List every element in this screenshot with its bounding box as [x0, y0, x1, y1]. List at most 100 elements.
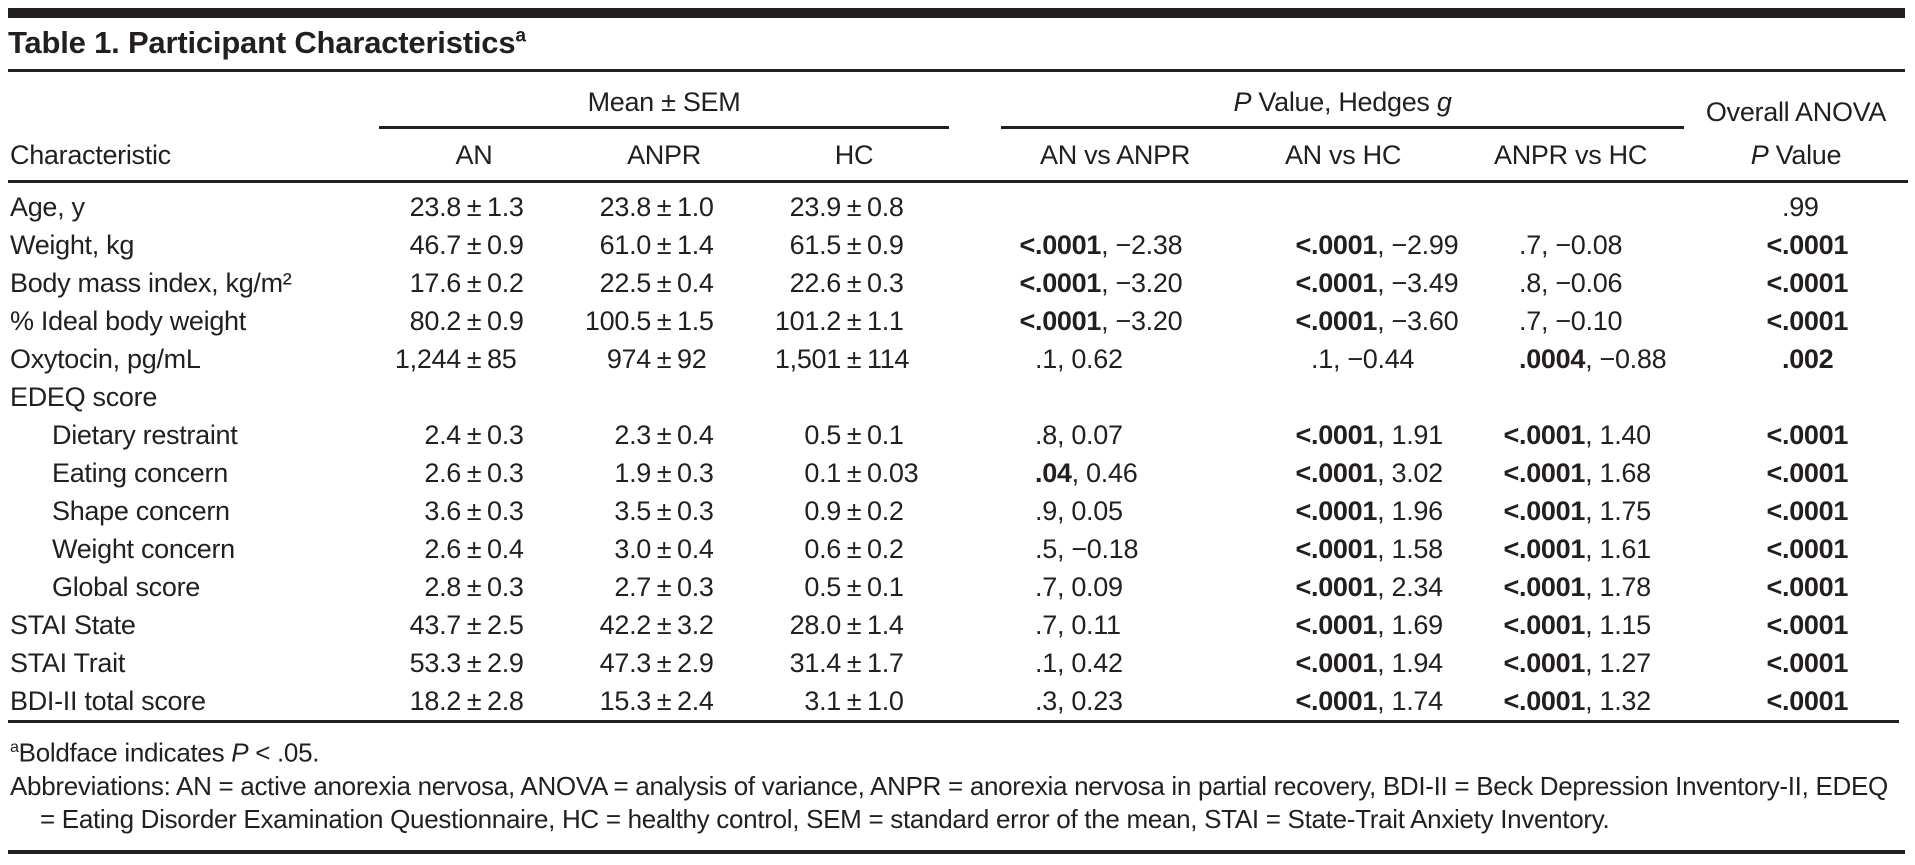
table-row: Weight, kg 46.7 ±0.9 61.0 ±1.4 61.5 ±0.9 < .0001…: [8, 226, 1908, 264]
gap-cell: [949, 302, 1001, 340]
cmp-cell-an-vs-anpr: .1, 0.62: [1035, 343, 1123, 374]
cmp-cell-an-vs-hc: < .0001, −3.49: [1295, 267, 1459, 298]
row-label: Weight, kg: [10, 229, 135, 260]
anova-p-cell: < .0001: [1766, 495, 1849, 526]
mean-cell-hc: 61.5 ±0.9: [789, 229, 904, 260]
cmp-cell-anpr-vs-hc: < .0001, 1.40: [1503, 419, 1652, 450]
anova-p-cell: [1684, 378, 1908, 416]
cmp-cell-an-vs-hc: < .0001, 1.69: [1295, 609, 1444, 640]
header-gap-2: [949, 127, 1002, 183]
mean-cell-hc: 22.6 ±0.3: [789, 267, 904, 298]
col-header-hc: HC: [759, 127, 950, 183]
mean-cell-anpr: 61.0 ±1.4: [599, 229, 714, 260]
mean-cell-an: 3.6 ±0.3: [424, 495, 524, 526]
cmp-cell-an-vs-anpr: < .0001, −3.20: [1019, 267, 1183, 298]
page-title: Table 1. Participant Characteristicsa: [8, 25, 1905, 61]
header-gap: [949, 74, 1001, 128]
gap-cell: [949, 530, 1001, 568]
cmp-cell-an-vs-anpr: < .0001, −2.38: [1019, 229, 1183, 260]
cmp-cell-anpr-vs-hc: < .0001, 1.32: [1503, 685, 1652, 716]
cmp-cell-an-vs-hc: < .0001, −3.60: [1295, 305, 1459, 336]
cmp-cell-an-vs-anpr: < .0001, −3.20: [1019, 305, 1183, 336]
group-header-pvalue-hedges: P Value, Hedges g: [1001, 74, 1685, 129]
participant-characteristics-table: Mean ± SEM P Value, Hedges g Overall ANOVA…: [8, 74, 1909, 720]
cmp-cell-an-vs-anpr: .3, 0.23: [1035, 685, 1123, 716]
top-rule: [8, 8, 1905, 18]
cmp-cell-an-vs-anpr: [1001, 182, 1229, 227]
gap-cell: [949, 644, 1001, 682]
mean-cell-anpr: 47.3 ±2.9: [599, 647, 714, 678]
col-header-overall-anova-line1: Overall ANOVA: [1705, 96, 1887, 127]
gap-cell: [949, 492, 1001, 530]
gap-cell: [949, 606, 1001, 644]
mean-cell-anpr: 974 ±92: [606, 343, 707, 374]
gap-cell: [949, 454, 1001, 492]
mean-cell-an: 18.2 ±2.8: [409, 685, 524, 716]
mean-cell-an: 43.7 ±2.5: [409, 609, 524, 640]
table-row: Oxytocin, pg/mL 1,244 ±85 974 ±92 1,501 ±114 .1…: [8, 340, 1908, 378]
header-row-columns: Characteristic AN ANPR HC AN vs ANPR AN vs HC…: [8, 127, 1909, 183]
gap-cell: [949, 226, 1001, 264]
col-header-an-vs-anpr: AN vs ANPR: [1001, 127, 1230, 183]
row-label: Global score: [52, 571, 200, 602]
mean-cell-anpr: 100.5 ±1.5: [584, 305, 714, 336]
table-row: % Ideal body weight 80.2 ±0.9 100.5 ±1.5 101.…: [8, 302, 1908, 340]
mean-cell-an: [379, 378, 569, 416]
mean-cell-hc: 1,501 ±114: [774, 343, 910, 374]
mean-cell-anpr: 15.3 ±2.4: [599, 685, 714, 716]
mean-cell-anpr: 42.2 ±3.2: [599, 609, 714, 640]
mean-cell-anpr: [569, 378, 759, 416]
cmp-cell-anpr-vs-hc: .7, −0.10: [1519, 305, 1623, 336]
title-footnote-marker: a: [515, 25, 526, 47]
gap-cell: [949, 568, 1001, 606]
mean-cell-an: 53.3 ±2.9: [409, 647, 524, 678]
mean-cell-an: 2.4 ±0.3: [424, 419, 524, 450]
table-row: Shape concern 3.6 ±0.3 3.5 ±0.3 0.9 ±0.2 .9, 0.…: [8, 492, 1908, 530]
anova-p-cell: < .0001: [1766, 229, 1849, 260]
cmp-cell-anpr-vs-hc: < .0001, 1.61: [1503, 533, 1652, 564]
mean-cell-hc: 31.4 ±1.7: [789, 647, 904, 678]
cmp-cell-anpr-vs-hc: < .0001, 1.27: [1503, 647, 1652, 678]
table-row: Global score 2.8 ±0.3 2.7 ±0.3 0.5 ±0.1 .7, 0.0…: [8, 568, 1908, 606]
cmp-cell-an-vs-hc: .1, −0.44: [1311, 343, 1415, 374]
table-row: STAI State 43.7 ±2.5 42.2 ±3.2 28.0 ±1.4 .7, 0.…: [8, 606, 1908, 644]
cmp-cell-anpr-vs-hc: < .0001, 1.78: [1503, 571, 1652, 602]
mean-cell-an: 17.6 ±0.2: [409, 267, 524, 298]
anova-p-cell: < .0001: [1766, 457, 1849, 488]
table-row: EDEQ score: [8, 378, 1908, 416]
cmp-cell-anpr-vs-hc: .8, −0.06: [1519, 267, 1623, 298]
header-empty-cell: [8, 74, 379, 128]
title-rule: [8, 69, 1905, 72]
cmp-cell-anpr-vs-hc: .0004, −0.88: [1519, 343, 1667, 374]
mean-cell-anpr: 22.5 ±0.4: [599, 267, 714, 298]
cmp-cell-anpr-vs-hc: < .0001, 1.15: [1503, 609, 1652, 640]
anova-p-cell: < .0001: [1766, 305, 1849, 336]
table-row: Body mass index, kg/m² 17.6 ±0.2 22.5 ±0.4 22…: [8, 264, 1908, 302]
cmp-cell-an-vs-anpr: .04, 0.46: [1035, 457, 1138, 488]
cmp-cell-an-vs-hc: [1229, 378, 1457, 416]
footnote-a: aBoldface indicates P < .05.: [10, 737, 320, 768]
row-label: Oxytocin, pg/mL: [10, 343, 201, 374]
col-header-an: AN: [379, 127, 569, 183]
cmp-cell-an-vs-hc: < .0001, 1.58: [1295, 533, 1444, 564]
mean-cell-hc: 28.0 ±1.4: [789, 609, 904, 640]
row-label: Body mass index, kg/m²: [10, 267, 292, 298]
table-row: Weight concern 2.6 ±0.4 3.0 ±0.4 0.6 ±0.2 .5, −…: [8, 530, 1908, 568]
gap-cell: [949, 264, 1001, 302]
cmp-cell-an-vs-anpr: .1, 0.42: [1035, 647, 1123, 678]
mean-cell-an: 80.2 ±0.9: [409, 305, 524, 336]
gap-cell: [949, 378, 1001, 416]
gap-cell: [949, 340, 1001, 378]
cmp-cell-anpr-vs-hc: [1457, 378, 1684, 416]
cmp-cell-an-vs-anpr: .7, 0.09: [1035, 571, 1123, 602]
row-label: Weight concern: [52, 533, 235, 564]
anova-p-cell: < .0001: [1766, 419, 1849, 450]
row-label: BDI-II total score: [10, 685, 206, 716]
col-header-anpr-vs-hc: ANPR vs HC: [1457, 127, 1685, 183]
mean-cell-anpr: 3.5 ±0.3: [614, 495, 714, 526]
row-label: STAI State: [10, 609, 136, 640]
anova-p-cell: < .0001: [1766, 267, 1849, 298]
anova-p-cell: < .0001: [1766, 685, 1849, 716]
mean-cell-anpr: 2.7 ±0.3: [614, 571, 714, 602]
